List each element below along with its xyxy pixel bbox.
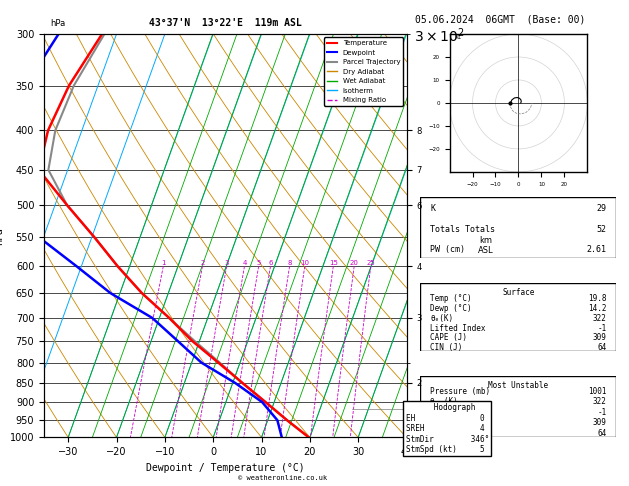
- Text: CAPE (J): CAPE (J): [430, 333, 467, 342]
- Text: 309: 309: [593, 333, 606, 342]
- Text: Pressure (mb): Pressure (mb): [430, 387, 491, 396]
- Text: 4: 4: [242, 260, 247, 266]
- Text: 1: 1: [161, 260, 165, 266]
- Y-axis label: km
ASL: km ASL: [478, 236, 494, 255]
- Title: 43°37'N  13°22'E  119m ASL: 43°37'N 13°22'E 119m ASL: [149, 17, 302, 28]
- Text: Most Unstable: Most Unstable: [488, 381, 548, 390]
- Text: 1001: 1001: [588, 387, 606, 396]
- Text: 14.2: 14.2: [588, 304, 606, 313]
- Legend: Temperature, Dewpoint, Parcel Trajectory, Dry Adiabat, Wet Adiabat, Isotherm, Mi: Temperature, Dewpoint, Parcel Trajectory…: [324, 37, 403, 106]
- Text: hPa: hPa: [50, 19, 65, 29]
- Text: 64: 64: [598, 429, 606, 438]
- Text: CIN (J): CIN (J): [430, 429, 463, 438]
- Text: 05.06.2024  06GMT  (Base: 00): 05.06.2024 06GMT (Base: 00): [415, 15, 586, 25]
- FancyBboxPatch shape: [420, 196, 616, 258]
- Text: K: K: [430, 204, 435, 213]
- Text: 20: 20: [350, 260, 359, 266]
- Text: kt: kt: [454, 34, 461, 40]
- Text: Lifted Index: Lifted Index: [430, 408, 486, 417]
- Text: 52: 52: [597, 225, 606, 234]
- Text: θₑ(K): θₑ(K): [430, 314, 454, 323]
- FancyBboxPatch shape: [420, 282, 616, 351]
- Text: 25: 25: [366, 260, 375, 266]
- Text: 322: 322: [593, 398, 606, 406]
- Text: 309: 309: [593, 418, 606, 427]
- Text: 2.61: 2.61: [587, 245, 606, 254]
- Text: -1: -1: [598, 324, 606, 332]
- Text: 15: 15: [329, 260, 338, 266]
- Text: Hodograph
EH              0
SREH            4
StmDir        346°
StmSpd (kt)    : Hodograph EH 0 SREH 4 StmDir 346° StmSpd…: [406, 403, 489, 454]
- Text: 19.8: 19.8: [588, 294, 606, 303]
- Text: 10: 10: [300, 260, 309, 266]
- Text: 2: 2: [200, 260, 204, 266]
- Text: 29: 29: [597, 204, 606, 213]
- Text: Dewp (°C): Dewp (°C): [430, 304, 472, 313]
- Text: 6: 6: [268, 260, 273, 266]
- Text: 8: 8: [287, 260, 292, 266]
- Text: 3: 3: [225, 260, 229, 266]
- Text: © weatheronline.co.uk: © weatheronline.co.uk: [238, 475, 328, 481]
- Text: Surface: Surface: [503, 288, 535, 297]
- Text: PW (cm): PW (cm): [430, 245, 465, 254]
- Text: CAPE (J): CAPE (J): [430, 418, 467, 427]
- Text: 322: 322: [593, 314, 606, 323]
- Text: CIN (J): CIN (J): [430, 343, 463, 352]
- Text: Lifted Index: Lifted Index: [430, 324, 486, 332]
- FancyBboxPatch shape: [420, 376, 616, 437]
- Text: Totals Totals: Totals Totals: [430, 225, 495, 234]
- Text: 5: 5: [257, 260, 261, 266]
- Y-axis label: hPa: hPa: [0, 227, 4, 244]
- Text: θₑ (K): θₑ (K): [430, 398, 458, 406]
- Text: LCL: LCL: [410, 406, 423, 413]
- Text: Temp (°C): Temp (°C): [430, 294, 472, 303]
- Text: 64: 64: [598, 343, 606, 352]
- Text: -1: -1: [598, 408, 606, 417]
- X-axis label: Dewpoint / Temperature (°C): Dewpoint / Temperature (°C): [146, 463, 304, 473]
